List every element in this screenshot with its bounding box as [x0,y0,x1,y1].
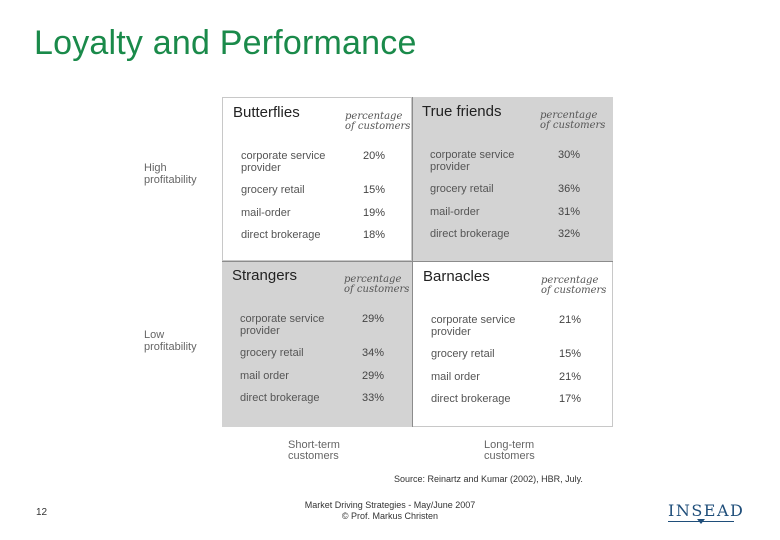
matrix-vertical-divider [412,97,413,427]
column-label-short-term: Short-term customers [288,439,340,462]
segment-percentage: 32% [558,228,581,240]
segment-label: direct brokerage [431,393,511,405]
page-title: Loyalty and Performance [34,24,417,62]
percentage-header: percentage of customers [541,275,607,296]
segment-label: mail order [240,370,289,382]
segment-label: corporate service provider [241,150,326,174]
logo-chevron-icon [697,519,705,524]
segment-label: grocery retail [430,183,494,195]
quadrant-title: Butterflies [233,104,300,121]
row-label-high: High profitability [144,162,197,186]
segment-label: mail-order [430,206,480,218]
segment-percentage: 19% [363,207,386,219]
page-number: 12 [36,507,48,518]
segment-label: grocery retail [240,347,304,359]
quadrant-title: True friends [422,103,502,120]
segment-percentage: 21% [559,314,582,326]
segment-label: mail order [431,371,480,383]
segment-label: direct brokerage [240,392,320,404]
percentage-header: percentage of customers [540,110,606,131]
quadrant-title: Strangers [232,267,298,284]
segment-percentage: 36% [558,183,581,195]
insead-logo: INSEAD [668,501,745,520]
segment-percentage: 21% [559,371,582,383]
segment-label: mail-order [241,207,291,219]
segment-label: corporate service provider [430,149,515,173]
segment-percentage: 15% [363,184,386,196]
segment-percentage: 17% [559,393,582,405]
percentage-header: percentage of customers [345,111,411,132]
segment-percentage: 29% [362,370,385,382]
quadrant-title: Barnacles [423,268,490,285]
footer-text: Market Driving Strategies - May/June 200… [304,500,476,521]
column-label-long-term: Long-term customers [484,439,535,462]
matrix-horizontal-divider [222,261,613,262]
segment-label: direct brokerage [241,229,321,241]
segment-percentage: 33% [362,392,385,404]
quadrant-butterflies: Butterflies percentage of customers corpora… [222,97,412,261]
segment-percentage: 31% [558,206,581,218]
row-label-low: Low profitability [144,329,197,353]
segment-percentage: 15% [559,348,582,360]
segment-percentage: 20% [363,150,386,162]
segment-label: corporate service provider [240,313,325,337]
quadrant-true-friends: True friends percentage of customers corpor… [412,97,613,261]
segment-percentage: 18% [363,229,386,241]
segment-percentage: 29% [362,313,385,325]
segment-label: grocery retail [431,348,495,360]
segment-label: direct brokerage [430,228,510,240]
segment-percentage: 30% [558,149,581,161]
percentage-header: percentage of customers [344,274,410,295]
quadrant-barnacles: Barnacles percentage of customers corporate… [412,261,613,427]
segment-label: grocery retail [241,184,305,196]
source-citation: Source: Reinartz and Kumar (2002), HBR, … [394,474,583,484]
quadrant-strangers: Strangers percentage of customers corporate… [222,261,412,427]
segment-percentage: 34% [362,347,385,359]
segment-label: corporate service provider [431,314,516,338]
